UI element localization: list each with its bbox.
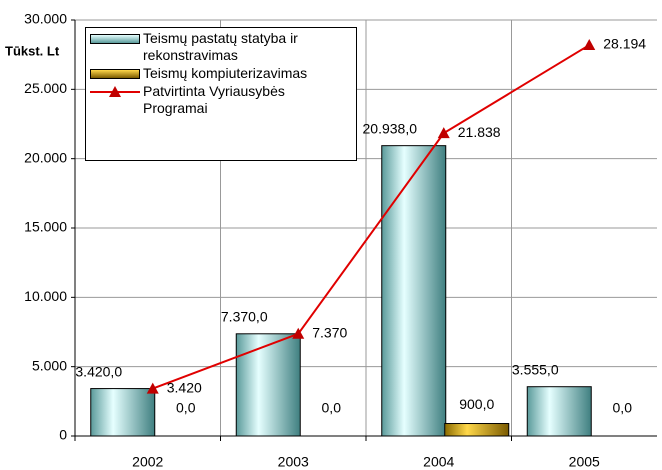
bar	[444, 423, 510, 437]
legend-label: Teismų pastatų statyba ir rekonstravimas	[143, 30, 298, 63]
x-tick-label: 2004	[423, 454, 454, 470]
line-value-label: 7.370	[312, 325, 347, 341]
legend-item: Patvirtinta Vyriausybės Programai	[90, 83, 352, 117]
line-value-label: 21.838	[458, 124, 501, 140]
y-tick-label: 25.000	[24, 80, 67, 96]
marker	[146, 382, 159, 394]
bar-value-label: 0,0	[322, 400, 342, 416]
marker	[583, 39, 596, 51]
legend-label: Teismų kompiuterizavimas	[143, 65, 308, 81]
legend-item: Teismų pastatų statyba ir rekonstravimas	[90, 30, 352, 64]
y-tick-label: 15.000	[24, 219, 67, 235]
bar-value-label: 7.370,0	[221, 309, 268, 325]
legend-swatch	[90, 83, 140, 100]
bar-value-label: 3.420,0	[75, 363, 122, 379]
bar	[526, 386, 592, 437]
x-tick-label: 2005	[569, 454, 600, 470]
y-tick-label: 0	[59, 427, 67, 443]
bar	[235, 333, 301, 437]
y-tick-label: 10.000	[24, 288, 67, 304]
bar-value-label: 0,0	[613, 400, 633, 416]
y-tick-label: 5.000	[32, 357, 67, 373]
bar	[381, 145, 447, 437]
legend-swatch	[90, 65, 140, 82]
line-value-label: 28.194	[603, 36, 646, 52]
y-tick-label: 20.000	[24, 149, 67, 165]
bar-value-label: 900,0	[459, 396, 494, 412]
line	[152, 44, 590, 390]
x-tick-label: 2003	[278, 454, 309, 470]
bar-value-label: 0,0	[176, 400, 196, 416]
legend: Teismų pastatų statyba ir rekonstravimas…	[85, 27, 357, 161]
legend-swatch	[90, 30, 140, 47]
line-value-label: 3.420	[167, 379, 202, 395]
bar-value-label: 3.555,0	[512, 361, 559, 377]
marker	[292, 327, 305, 339]
marker	[437, 127, 450, 139]
bar	[90, 388, 156, 437]
bar-value-label: 20.938,0	[363, 120, 418, 136]
legend-label: Patvirtinta Vyriausybės Programai	[143, 83, 285, 116]
x-tick-label: 2002	[132, 454, 163, 470]
legend-item: Teismų kompiuterizavimas	[90, 65, 352, 82]
y-tick-label: 30.000	[24, 11, 67, 27]
y-axis-label: Tūkst. Lt	[5, 43, 60, 58]
